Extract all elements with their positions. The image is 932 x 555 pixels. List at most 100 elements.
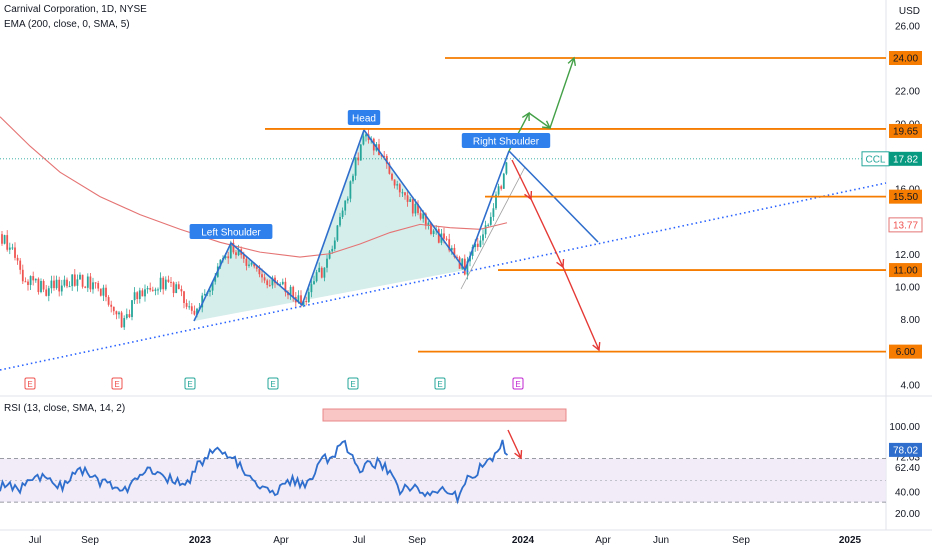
candle-body	[484, 225, 487, 235]
candle-body	[128, 314, 131, 318]
candle-body	[81, 274, 84, 287]
candle-body	[383, 156, 386, 158]
candle-body	[461, 258, 464, 269]
candle-body	[263, 277, 266, 281]
candle-body	[315, 272, 318, 282]
candle-body	[112, 306, 115, 312]
candle-body	[11, 247, 14, 249]
earnings-marker[interactable]	[434, 377, 446, 390]
candle-body	[388, 163, 391, 174]
candle-body	[357, 157, 360, 161]
candle-body	[266, 280, 269, 286]
earnings-marker[interactable]	[24, 377, 36, 390]
candle-body	[16, 257, 19, 261]
earnings-marker[interactable]	[184, 377, 196, 390]
price-badge	[889, 151, 922, 166]
candle-body	[1, 234, 3, 244]
candle-body	[180, 289, 183, 292]
overbought-zone	[322, 408, 567, 422]
candle-body	[432, 230, 435, 234]
time-tick-label: Apr	[273, 535, 289, 546]
candle-body	[99, 288, 102, 296]
candle-body	[66, 279, 68, 287]
candle-body	[391, 173, 393, 180]
candle-body	[258, 268, 261, 275]
candle-body	[177, 284, 180, 290]
currency-label: USD	[898, 6, 920, 17]
rsi-band	[0, 458, 886, 503]
candle-body	[84, 286, 87, 288]
candle-body	[320, 267, 323, 278]
rsi-bear-arrow-head	[514, 449, 523, 460]
candle-body	[401, 192, 404, 194]
candle-body	[14, 247, 16, 258]
candle-body	[3, 235, 6, 244]
candle-body	[37, 278, 40, 293]
candle-body	[141, 290, 144, 297]
candle-body	[196, 308, 198, 315]
candle-body	[105, 287, 107, 298]
earnings-marker[interactable]	[347, 377, 359, 390]
candle-body	[409, 199, 412, 202]
candle-body	[339, 216, 341, 226]
time-tick-label: 2025	[839, 535, 862, 546]
candle-body	[27, 281, 29, 285]
candle-body	[482, 234, 484, 241]
price-tick-label: 22.00	[895, 87, 920, 98]
candle-body	[323, 267, 326, 278]
candle-body	[422, 213, 425, 219]
candle-body	[63, 279, 66, 286]
candle-body	[318, 267, 321, 273]
bear-arrow-1	[511, 159, 532, 200]
candle-body	[79, 274, 81, 280]
earnings-marker[interactable]	[111, 377, 123, 390]
candle-body	[45, 289, 48, 296]
candle-body	[466, 261, 469, 275]
rsi-legend: RSI (13, close, SMA, 14, 2)	[4, 403, 126, 414]
rsi-tick-label: 100.00	[889, 422, 920, 433]
rsi-tick-label: 72.03	[895, 452, 920, 463]
candle-body	[92, 282, 94, 290]
candle-body	[144, 289, 146, 297]
candle-body	[404, 192, 406, 196]
candle-body	[157, 289, 159, 291]
ema-line	[0, 116, 508, 258]
candle-body	[336, 225, 339, 241]
candle-body	[107, 297, 110, 305]
pattern-label-box	[461, 133, 551, 148]
candle-body	[414, 203, 417, 214]
candle-body	[248, 264, 250, 266]
earnings-marker-text: E	[270, 380, 275, 389]
candle-body	[411, 199, 414, 214]
candle-body	[237, 249, 240, 256]
candle-body	[167, 279, 170, 282]
chart-title: Carnival Corporation, 1D, NYSE	[4, 4, 147, 15]
candle-body	[120, 312, 123, 328]
price-badge-text: 13.77	[893, 220, 918, 231]
candle-body	[500, 186, 503, 189]
candle-body	[242, 254, 245, 259]
candle-body	[502, 173, 505, 189]
candle-body	[175, 284, 178, 294]
candle-body	[229, 242, 232, 259]
candle-body	[406, 195, 409, 202]
candle-body	[341, 210, 344, 217]
candle-body	[73, 274, 76, 286]
channel-line	[460, 166, 526, 290]
candle-body	[349, 181, 352, 199]
candle-body	[190, 306, 193, 311]
earnings-marker[interactable]	[512, 377, 524, 390]
candle-body	[427, 222, 430, 226]
time-tick-label: Jun	[653, 535, 669, 546]
candle-body	[209, 290, 211, 292]
pattern-outline	[193, 128, 510, 322]
candle-body	[21, 269, 24, 282]
earnings-marker[interactable]	[267, 377, 279, 390]
candle-body	[463, 258, 466, 275]
candle-body	[24, 281, 27, 283]
candle-body	[32, 276, 35, 281]
time-tick-label: Apr	[595, 535, 611, 546]
time-tick-label: Sep	[408, 535, 426, 546]
price-badge-text: 15.50	[893, 192, 918, 203]
